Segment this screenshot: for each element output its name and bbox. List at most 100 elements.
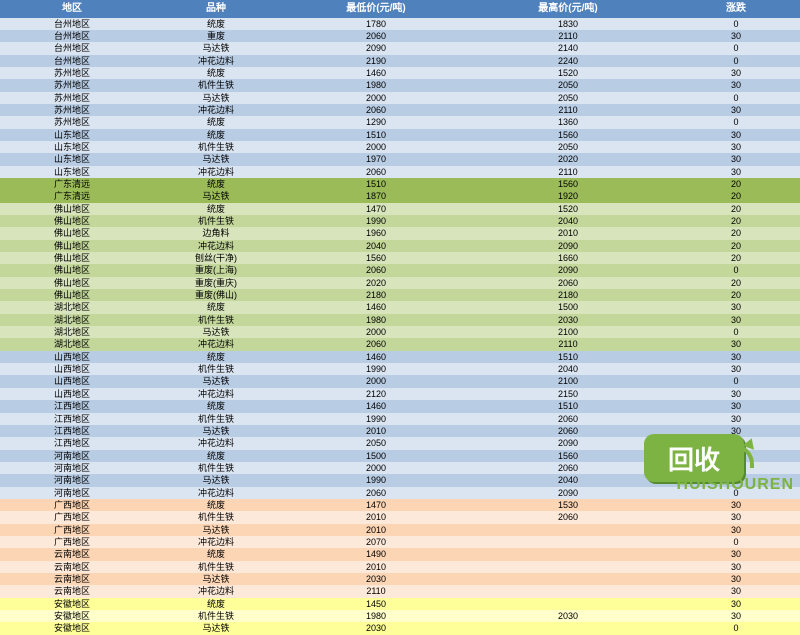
cell-high: 2090 <box>464 487 672 499</box>
table-row: 苏州地区统废129013600 <box>0 116 800 128</box>
cell-region: 佛山地区 <box>0 264 144 276</box>
cell-kind: 冲花边料 <box>144 536 288 548</box>
cell-region: 安徽地区 <box>0 598 144 610</box>
table-row: 山东地区马达铁1970202030 <box>0 153 800 165</box>
table-row: 佛山地区机件生铁1990204020 <box>0 215 800 227</box>
cell-low: 1460 <box>288 301 464 313</box>
cell-low: 1510 <box>288 129 464 141</box>
cell-low: 2190 <box>288 55 464 67</box>
cell-chg: 30 <box>672 561 800 573</box>
cell-low: 2000 <box>288 375 464 387</box>
table-row: 湖北地区马达铁200021000 <box>0 326 800 338</box>
cell-low: 2030 <box>288 573 464 585</box>
cell-kind: 机件生铁 <box>144 561 288 573</box>
cell-high <box>464 622 672 634</box>
cell-chg: 20 <box>672 190 800 202</box>
table-row: 苏州地区冲花边料2060211030 <box>0 104 800 116</box>
cell-kind: 统废 <box>144 499 288 511</box>
cell-region: 山东地区 <box>0 129 144 141</box>
cell-low: 1980 <box>288 610 464 622</box>
table-row: 湖北地区统废1460150030 <box>0 301 800 313</box>
table-row: 广东清远马达铁1870192020 <box>0 190 800 202</box>
cell-low: 2060 <box>288 166 464 178</box>
table-row: 佛山地区重废(重庆)2020206020 <box>0 277 800 289</box>
table-row: 佛山地区统废1470152020 <box>0 203 800 215</box>
cell-high: 2090 <box>464 264 672 276</box>
cell-low: 2000 <box>288 92 464 104</box>
cell-low: 2180 <box>288 289 464 301</box>
cell-kind: 机件生铁 <box>144 314 288 326</box>
table-row: 广东清远统废1510156020 <box>0 178 800 190</box>
cell-high <box>464 548 672 560</box>
cell-low: 1450 <box>288 598 464 610</box>
cell-low: 1460 <box>288 351 464 363</box>
cell-region: 江西地区 <box>0 400 144 412</box>
cell-high: 2100 <box>464 375 672 387</box>
table-row: 苏州地区统废1460152030 <box>0 67 800 79</box>
cell-kind: 机件生铁 <box>144 511 288 523</box>
cell-kind: 统废 <box>144 548 288 560</box>
table-row: 苏州地区机件生铁1980205030 <box>0 79 800 91</box>
cell-kind: 冲花边料 <box>144 487 288 499</box>
cell-kind: 边角料 <box>144 227 288 239</box>
cell-high: 2060 <box>464 462 672 474</box>
cell-high: 1510 <box>464 400 672 412</box>
cell-kind: 冲花边料 <box>144 166 288 178</box>
cell-low: 2120 <box>288 388 464 400</box>
cell-kind: 机件生铁 <box>144 79 288 91</box>
cell-kind: 冲花边料 <box>144 338 288 350</box>
cell-kind: 统废 <box>144 67 288 79</box>
cell-low: 2000 <box>288 141 464 153</box>
cell-kind: 冲花边料 <box>144 585 288 597</box>
col-high: 最高价(元/吨) <box>464 0 672 18</box>
cell-chg: 30 <box>672 610 800 622</box>
table-row: 苏州地区马达铁200020500 <box>0 92 800 104</box>
cell-region: 河南地区 <box>0 487 144 499</box>
cell-chg: 0 <box>672 92 800 104</box>
cell-region: 江西地区 <box>0 437 144 449</box>
cell-high: 1520 <box>464 67 672 79</box>
table-row: 山西地区冲花边料2120215030 <box>0 388 800 400</box>
table-row: 广西地区机件生铁2010206030 <box>0 511 800 523</box>
cell-region: 山西地区 <box>0 375 144 387</box>
cell-high: 2110 <box>464 30 672 42</box>
table-row: 山西地区马达铁200021000 <box>0 375 800 387</box>
cell-kind: 机件生铁 <box>144 215 288 227</box>
table-row: 台州地区冲花边料219022400 <box>0 55 800 67</box>
cell-high: 2030 <box>464 314 672 326</box>
cell-high <box>464 585 672 597</box>
cell-high <box>464 524 672 536</box>
cell-high: 2050 <box>464 92 672 104</box>
cell-low: 2110 <box>288 585 464 597</box>
cell-region: 山东地区 <box>0 141 144 153</box>
cell-low: 1470 <box>288 499 464 511</box>
cell-region: 河南地区 <box>0 450 144 462</box>
cell-high: 2060 <box>464 511 672 523</box>
cell-low: 1460 <box>288 67 464 79</box>
cell-chg: 20 <box>672 252 800 264</box>
cell-region: 苏州地区 <box>0 79 144 91</box>
cell-low: 2030 <box>288 622 464 634</box>
cell-kind: 机件生铁 <box>144 610 288 622</box>
cell-low: 1980 <box>288 314 464 326</box>
cell-chg: 0 <box>672 375 800 387</box>
cell-chg: 20 <box>672 178 800 190</box>
cell-high: 1510 <box>464 351 672 363</box>
cell-high: 2110 <box>464 104 672 116</box>
cell-region: 苏州地区 <box>0 67 144 79</box>
table-row: 云南地区机件生铁201030 <box>0 561 800 573</box>
cell-chg: 30 <box>672 67 800 79</box>
cell-low: 1990 <box>288 413 464 425</box>
cell-high: 2020 <box>464 153 672 165</box>
cell-kind: 统废 <box>144 116 288 128</box>
cell-kind: 马达铁 <box>144 326 288 338</box>
cell-region: 湖北地区 <box>0 301 144 313</box>
cell-kind: 马达铁 <box>144 153 288 165</box>
cell-low: 1980 <box>288 79 464 91</box>
cell-chg: 30 <box>672 314 800 326</box>
table-row: 云南地区马达铁203030 <box>0 573 800 585</box>
cell-low: 2020 <box>288 277 464 289</box>
cell-high: 1920 <box>464 190 672 202</box>
cell-region: 台州地区 <box>0 42 144 54</box>
cell-chg: 30 <box>672 598 800 610</box>
